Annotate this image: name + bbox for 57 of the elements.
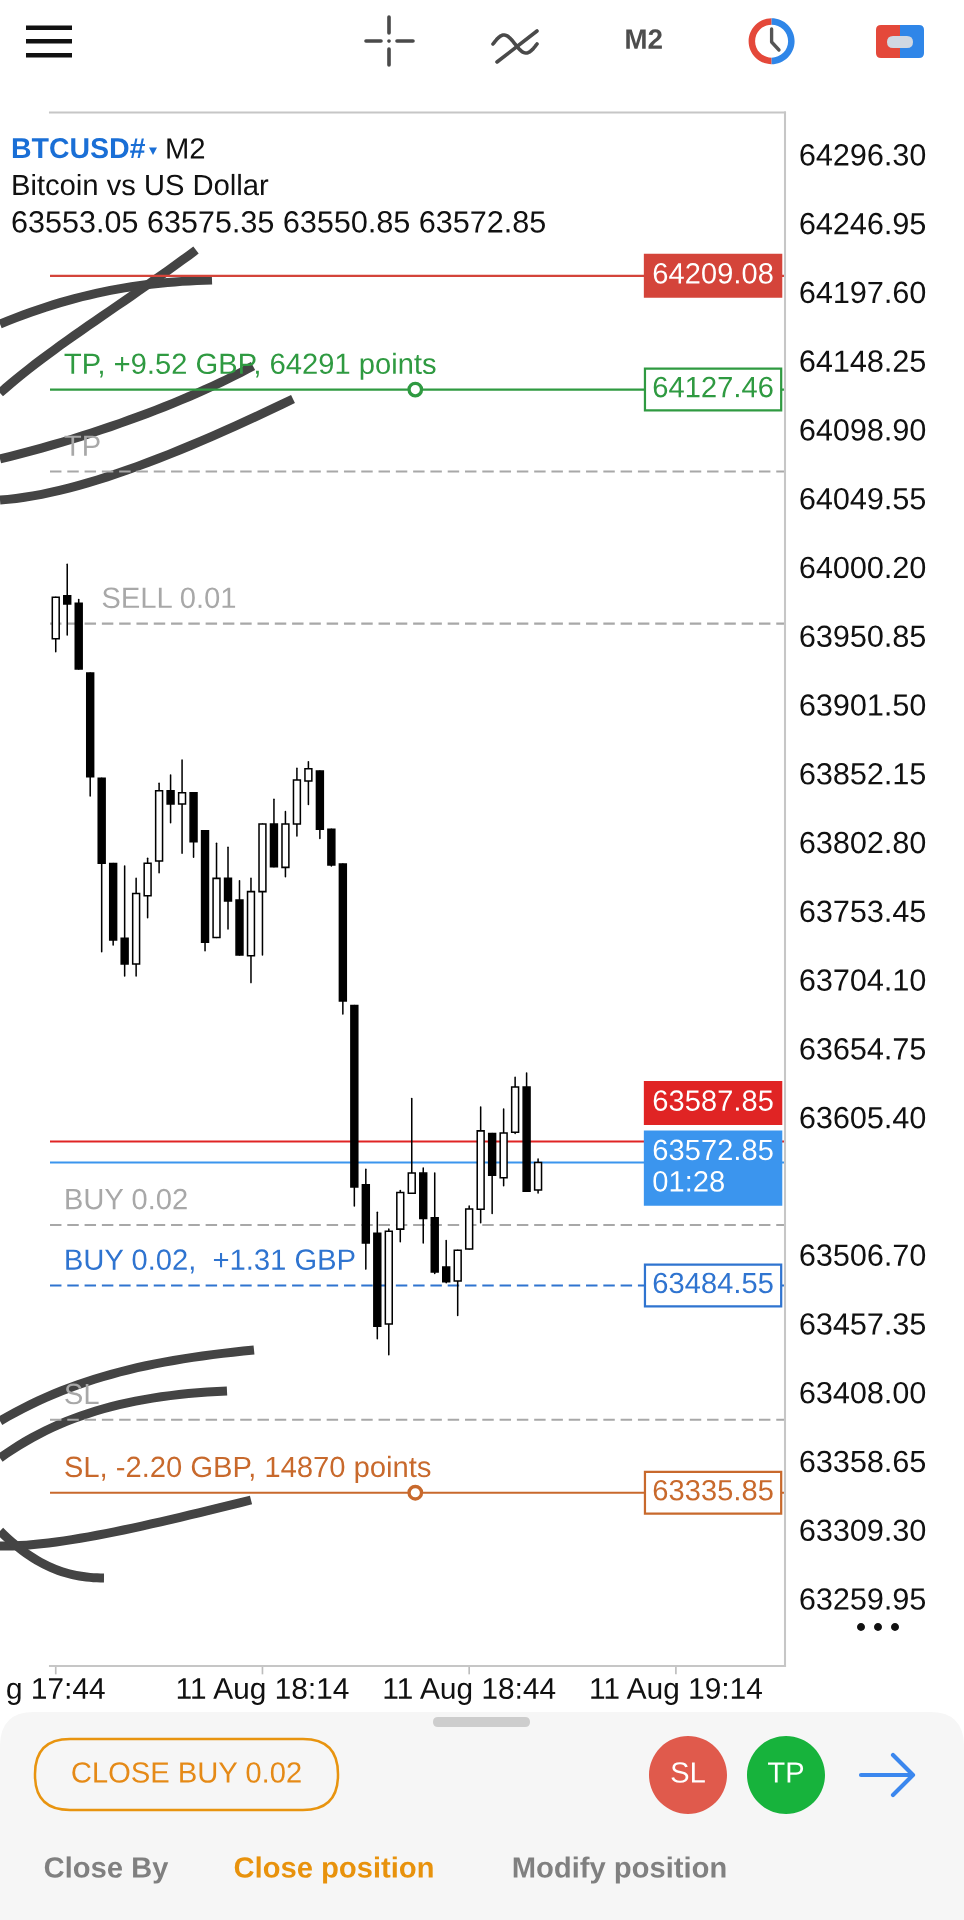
y-tick-label: 64197.60 — [800, 281, 926, 304]
text: BTCUSD# — [12, 138, 145, 159]
candlestick — [177, 759, 187, 855]
annotation: 63553.05 63575.35 63550.85 63572.85 — [12, 211, 545, 233]
y-tick-label: 64148.25 — [800, 350, 926, 372]
text: Modify position — [513, 1856, 726, 1884]
candlestick — [166, 774, 175, 824]
ref-line-label: TP — [64, 435, 100, 456]
y-tick-label: 63408.00 — [800, 1381, 926, 1404]
y-tick-label: 64296.30 — [800, 144, 926, 166]
y-tick-label: 63654.75 — [800, 1038, 926, 1060]
x-tick-label: 11 Aug 19:14 — [591, 1677, 762, 1705]
text: Close By — [44, 1856, 169, 1884]
candlestick — [442, 1239, 451, 1284]
x-tick-label: 11 Aug 18:14 — [177, 1677, 349, 1705]
annotation: 01:28 — [653, 1171, 724, 1192]
x-tick-label: 11 Aug 18:44 — [384, 1677, 556, 1705]
y-tick-label: 63802.80 — [800, 831, 926, 854]
text: Bitcoin vs US Dollar — [13, 173, 269, 196]
text: TP — [768, 1762, 804, 1783]
y-tick-label: 64049.55 — [800, 487, 926, 510]
ref-line-label: SL — [65, 1383, 99, 1405]
y-tick-label: 63259.95 — [800, 1588, 926, 1610]
y-tick-label: 63605.40 — [800, 1106, 926, 1129]
text: M2 — [626, 29, 662, 49]
y-tick-label: 63901.50 — [800, 694, 926, 716]
candlestick — [407, 1097, 416, 1195]
y-tick-label: 63309.30 — [800, 1519, 926, 1542]
y-tick-label: 63852.15 — [800, 762, 926, 785]
annotation: 64209.08 — [653, 263, 773, 284]
y-tick-label: 63753.45 — [800, 900, 926, 923]
text: SL — [671, 1762, 705, 1783]
annotation: 63587.85 — [653, 1090, 773, 1111]
ref-line-label: TP, +9.52 GBP, 64291 points — [64, 352, 436, 380]
y-tick-label: 64098.90 — [800, 419, 926, 441]
y-tick-label: 63950.85 — [800, 625, 926, 648]
y-tick-label: 63506.70 — [800, 1244, 926, 1266]
annotation: 63484.55 — [653, 1272, 773, 1294]
candlestick — [223, 846, 233, 930]
y-tick-label: 63358.65 — [800, 1450, 926, 1473]
ref-line-label: SL, -2.20 GBP, 14870 points — [65, 1455, 431, 1483]
annotation: M2 — [167, 138, 205, 159]
ref-line-label: BUY 0.02, +1.31 GBP — [66, 1249, 355, 1274]
y-tick-label: 63704.10 — [800, 969, 926, 991]
text: Close position — [234, 1856, 433, 1884]
text: CLOSE BUY 0.02 — [72, 1762, 301, 1783]
annotation: 63572.85 — [653, 1139, 773, 1161]
x-tick-label: g 17:44 — [7, 1678, 105, 1705]
candlestick — [304, 760, 313, 806]
y-tick-label: 64246.95 — [800, 212, 926, 235]
candlestick — [63, 563, 72, 636]
annotation: 63335.85 — [653, 1479, 773, 1501]
y-tick-label: 63457.35 — [800, 1313, 926, 1335]
y-tick-label: 64000.20 — [800, 556, 926, 579]
annotation: 64127.46 — [653, 376, 773, 398]
ref-line-label: SELL 0.01 — [102, 587, 236, 609]
ref-line-label: BUY 0.02 — [66, 1188, 187, 1210]
